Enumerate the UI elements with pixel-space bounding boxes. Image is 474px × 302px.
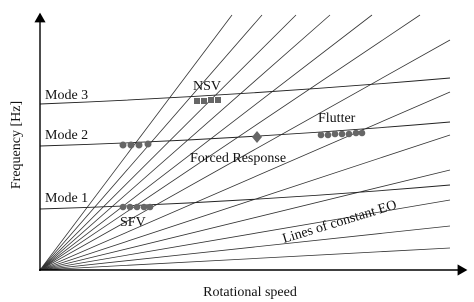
annotation: Forced Response <box>190 151 286 166</box>
annotation: Flutter <box>318 111 356 126</box>
mode-label: Mode 1 <box>45 191 88 206</box>
markers <box>119 97 366 211</box>
x-axis-label: Rotational speed <box>203 285 297 300</box>
y-axis-label: Frequency [Hz] <box>9 101 24 189</box>
annotation: Lines of constant EO <box>281 198 399 247</box>
eo-lines <box>39 14 451 271</box>
annotation: SFV <box>120 215 146 230</box>
annotation: NSV <box>193 79 221 94</box>
mode-label: Mode 3 <box>45 88 88 103</box>
mode-lines <box>39 77 451 210</box>
mode-label: Mode 2 <box>45 128 88 143</box>
